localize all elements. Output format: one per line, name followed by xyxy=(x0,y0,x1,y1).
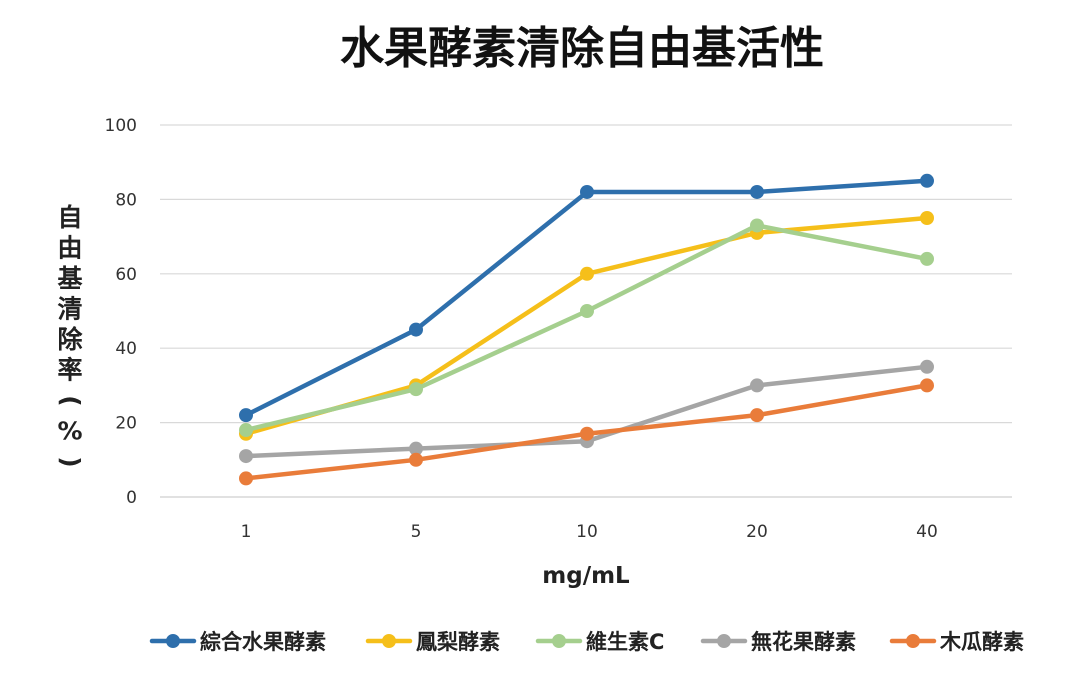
legend-swatch-marker xyxy=(382,634,396,648)
y-axis-label-char: 基 xyxy=(57,264,82,293)
legend-swatch-marker xyxy=(717,634,731,648)
chart-title: 水果酵素清除自由基活性 xyxy=(340,23,824,74)
series-1 xyxy=(239,173,934,423)
y-axis-label-char: 率 xyxy=(57,356,82,385)
x-tick-label: 5 xyxy=(411,522,422,542)
y-tick-label: 20 xyxy=(115,414,137,434)
y-axis-label-char: ( xyxy=(56,395,85,406)
gridlines xyxy=(160,124,1012,498)
data-point xyxy=(580,304,594,318)
x-axis-label: mg/mL xyxy=(542,563,630,589)
data-point xyxy=(750,408,764,423)
data-point xyxy=(920,378,934,393)
data-point xyxy=(239,408,253,423)
data-point xyxy=(750,218,764,233)
data-point xyxy=(409,452,423,467)
data-point xyxy=(409,441,423,456)
legend-swatch-marker xyxy=(552,634,566,648)
x-axis-ticks: 1 5 10 20 40 xyxy=(241,522,938,542)
y-tick-label: 80 xyxy=(115,190,137,210)
x-tick-label: 20 xyxy=(746,522,768,542)
data-point xyxy=(239,423,253,438)
data-point xyxy=(239,471,253,486)
data-point xyxy=(750,378,764,393)
data-point xyxy=(580,184,594,199)
data-point xyxy=(920,359,934,374)
y-axis-label-char: 除 xyxy=(57,325,83,354)
data-point xyxy=(409,382,423,397)
legend-item: 綜合水果酵素 xyxy=(149,630,326,654)
series-3 xyxy=(239,218,934,438)
series-layer xyxy=(239,173,934,486)
data-point xyxy=(750,184,764,199)
legend-label: 無花果酵素 xyxy=(751,630,856,654)
y-axis-label-char: 清 xyxy=(57,295,82,324)
data-point xyxy=(239,449,253,464)
data-point xyxy=(580,266,594,281)
legend-item: 鳳梨酵素 xyxy=(365,630,500,654)
data-point xyxy=(920,211,934,225)
legend-item: 無花果酵素 xyxy=(700,630,856,654)
legend-label: 木瓜酵素 xyxy=(939,630,1024,654)
legend: 綜合水果酵素 鳳梨酵素 維生素C 無花果酵素 木瓜酵素 xyxy=(149,630,1024,654)
legend-item: 維生素C xyxy=(535,630,664,654)
legend-label: 鳳梨酵素 xyxy=(416,630,500,654)
data-point xyxy=(920,251,934,266)
series-4 xyxy=(239,359,934,464)
series-5 xyxy=(239,378,934,486)
y-axis-ticks: 0 20 40 60 80 100 xyxy=(105,116,137,508)
y-tick-label: 100 xyxy=(105,116,137,136)
legend-item: 木瓜酵素 xyxy=(889,630,1024,654)
data-point xyxy=(920,173,934,188)
legend-swatch-marker xyxy=(166,634,180,648)
data-point xyxy=(580,426,594,441)
y-tick-label: 60 xyxy=(115,265,137,285)
y-axis-label-char: 由 xyxy=(57,234,82,263)
data-point xyxy=(409,322,423,337)
legend-label: 綜合水果酵素 xyxy=(200,630,326,654)
y-axis-label-char: ) xyxy=(56,456,85,467)
y-tick-label: 40 xyxy=(115,339,137,359)
y-axis-label-char: 自 xyxy=(57,203,82,232)
x-tick-label: 40 xyxy=(916,522,938,542)
legend-label: 維生素C xyxy=(586,630,664,654)
series-line xyxy=(243,223,930,433)
legend-swatch-marker xyxy=(906,634,920,648)
y-axis-label-char: % xyxy=(57,417,82,446)
x-tick-label: 1 xyxy=(241,522,252,542)
y-tick-label: 0 xyxy=(126,488,137,508)
x-tick-label: 10 xyxy=(576,522,598,542)
